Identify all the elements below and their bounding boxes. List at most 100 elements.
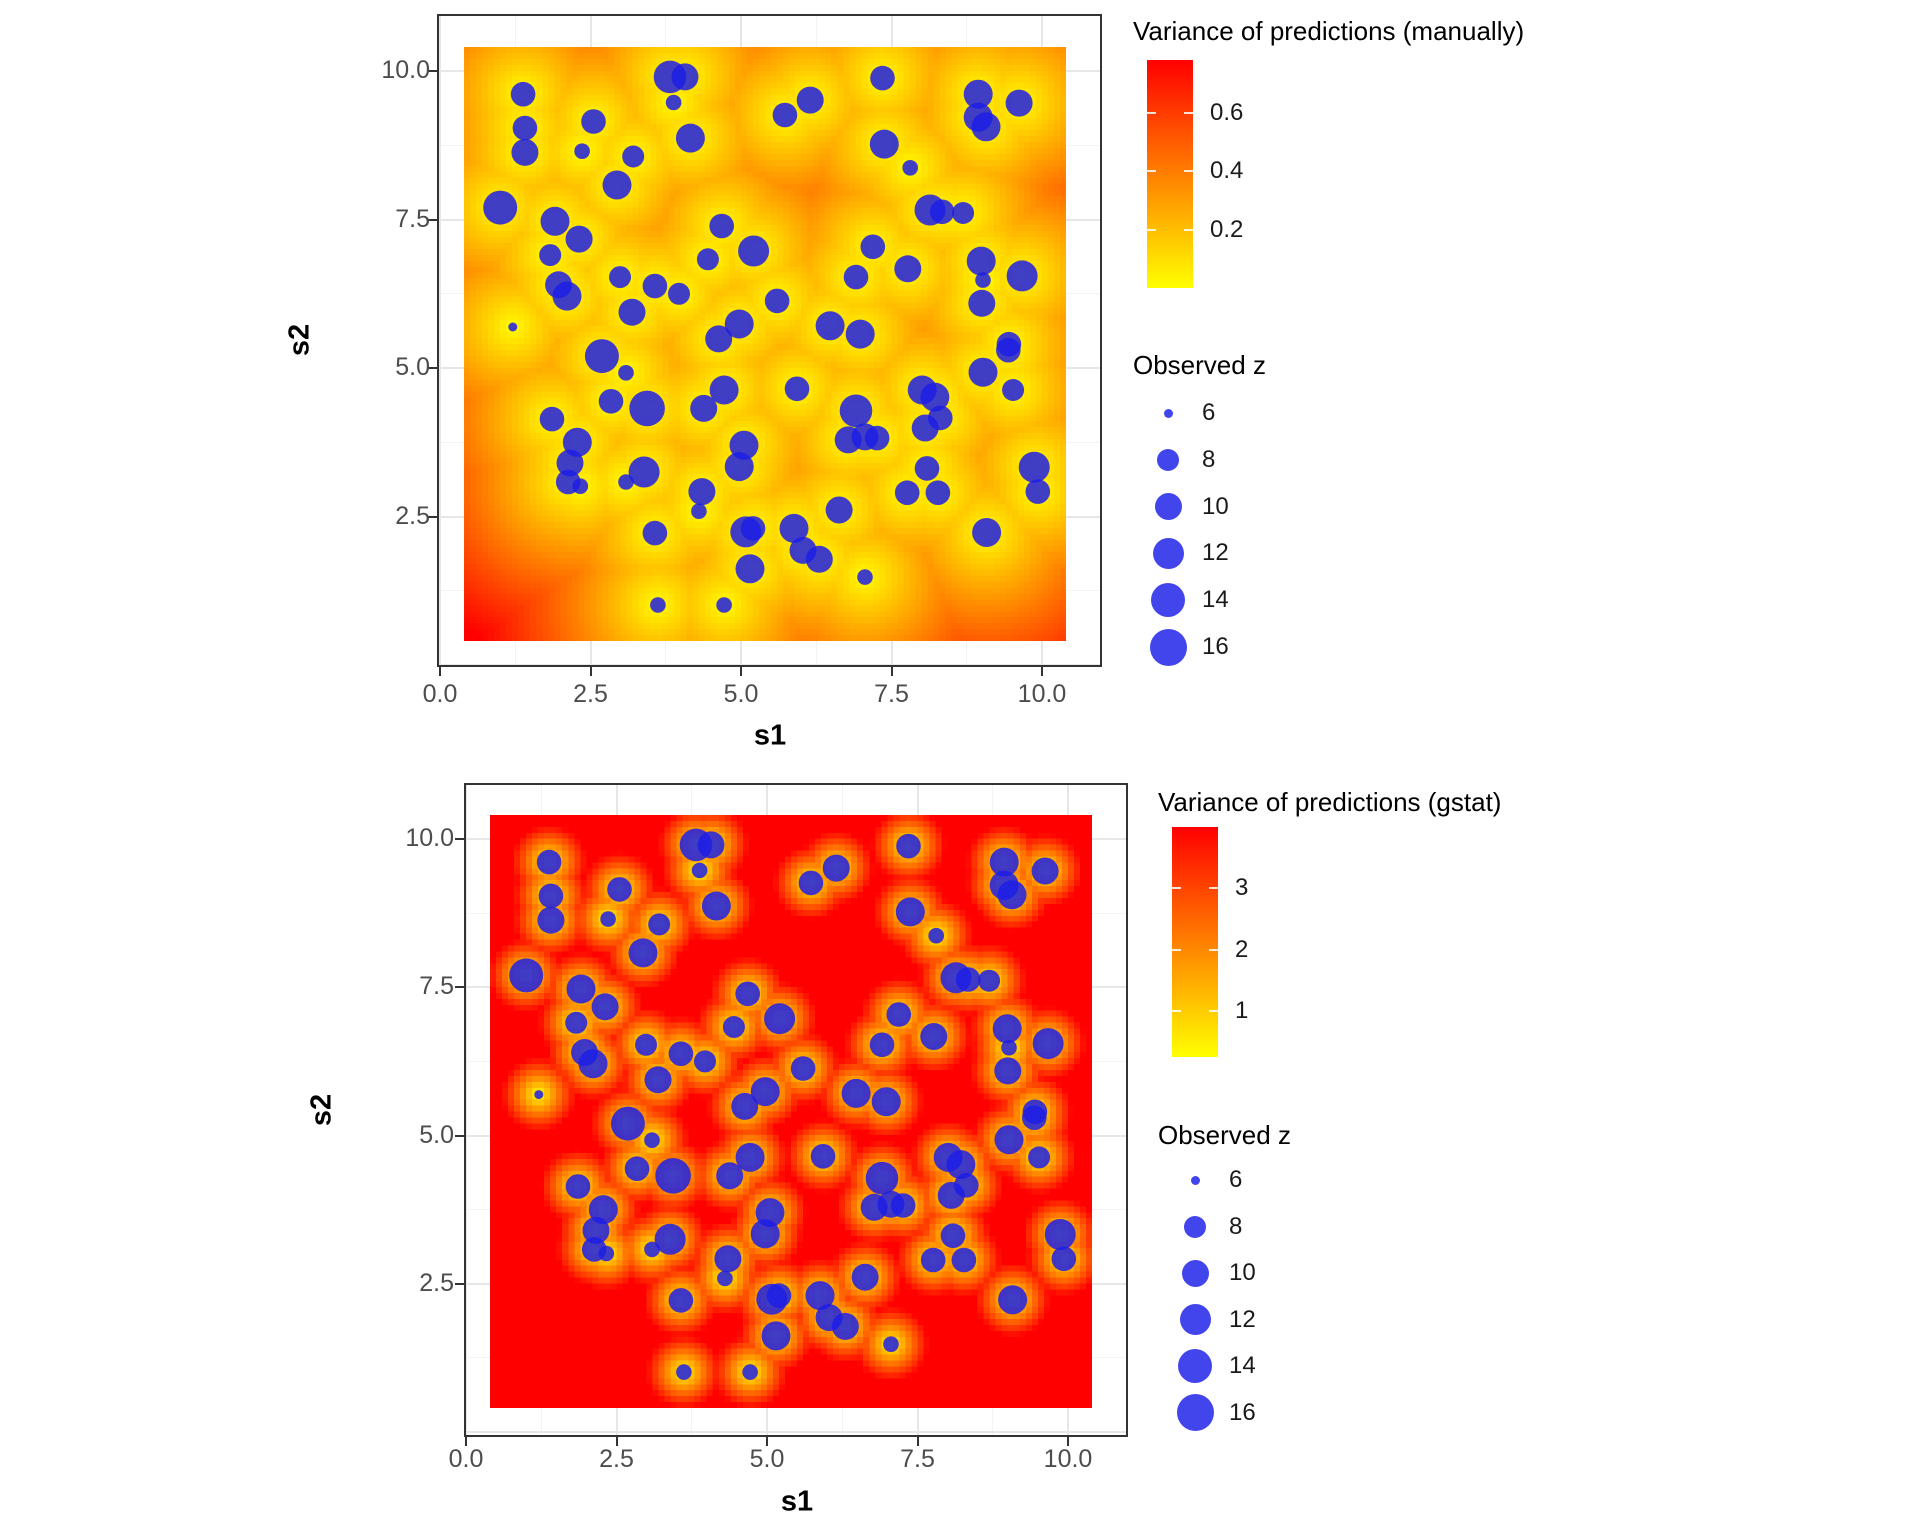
data-point xyxy=(694,1050,716,1073)
x-axis-tick-mark xyxy=(465,1437,467,1446)
colorbar-tick-mark xyxy=(1147,170,1156,173)
data-point xyxy=(1028,1146,1051,1169)
data-point xyxy=(822,854,850,882)
x-axis-tick-label: 2.5 xyxy=(599,1445,634,1473)
y-axis-tick-mark xyxy=(455,986,464,989)
y-axis-tick-label: 7.5 xyxy=(395,204,430,233)
data-point xyxy=(831,1312,859,1340)
data-point xyxy=(742,1364,758,1380)
x-axis-tick-label: 5.0 xyxy=(749,1445,785,1473)
data-point xyxy=(691,862,708,879)
data-point xyxy=(1025,479,1051,504)
data-point xyxy=(598,389,624,414)
data-point xyxy=(735,1142,765,1172)
data-point xyxy=(610,1106,645,1141)
data-point xyxy=(676,1364,692,1380)
data-point xyxy=(716,1162,744,1190)
colorbar-tick-mark xyxy=(1147,111,1156,114)
colorbar-tick-mark xyxy=(1172,948,1181,951)
colorbar-tick-mark xyxy=(1184,111,1193,114)
size-legend-point xyxy=(1178,1349,1212,1383)
colorbar-tick-label: 1 xyxy=(1235,997,1249,1024)
data-point xyxy=(764,1003,796,1035)
data-point xyxy=(618,298,646,326)
data-point xyxy=(952,202,975,224)
data-point xyxy=(940,1223,966,1248)
data-point xyxy=(724,452,754,482)
data-point xyxy=(839,394,873,428)
x-axis-tick-mark xyxy=(1041,667,1043,676)
colorbar-tick-mark xyxy=(1209,948,1218,951)
size-legend-label: 12 xyxy=(1229,1305,1256,1333)
data-point xyxy=(644,1132,660,1148)
data-point xyxy=(668,1041,694,1066)
data-point xyxy=(508,322,518,332)
data-point xyxy=(761,1321,791,1351)
data-point xyxy=(675,123,705,153)
data-point xyxy=(622,145,645,168)
data-point xyxy=(701,891,731,921)
size-legend-label: 14 xyxy=(1229,1352,1256,1379)
data-point xyxy=(937,1181,965,1209)
colorbar-tick-mark xyxy=(1184,170,1193,173)
x-axis-tick-label: 10.0 xyxy=(1043,1445,1093,1473)
x-axis-tick-mark xyxy=(589,667,592,676)
data-point xyxy=(688,478,716,506)
scatter-points-layer xyxy=(509,828,1077,1380)
grid-major-vertical xyxy=(465,783,467,1437)
data-point xyxy=(790,1056,816,1081)
data-point xyxy=(779,513,809,543)
data-point xyxy=(574,143,590,159)
data-point xyxy=(894,255,922,283)
data-point xyxy=(978,969,1001,992)
x-axis-tick-label: 5.0 xyxy=(723,680,759,708)
data-point xyxy=(671,63,699,91)
y-axis-tick-mark xyxy=(428,515,437,518)
x-axis-tick-mark xyxy=(890,667,893,676)
data-point xyxy=(538,883,564,909)
data-point xyxy=(512,115,538,141)
data-point xyxy=(740,516,766,541)
y-axis-tick-label: 7.5 xyxy=(419,972,454,1001)
data-point xyxy=(717,1270,733,1287)
data-point xyxy=(624,1156,650,1181)
data-point xyxy=(865,1161,899,1195)
x-axis-tick-mark xyxy=(766,1437,768,1446)
size-legend-point xyxy=(1157,448,1179,471)
data-point xyxy=(772,102,798,128)
x-axis-tick-mark xyxy=(615,1437,618,1446)
x-axis-tick-label: 7.5 xyxy=(874,680,909,708)
data-point xyxy=(1022,1105,1047,1130)
data-point xyxy=(650,597,666,613)
data-point xyxy=(655,1158,691,1194)
data-point xyxy=(784,376,810,402)
data-point xyxy=(665,94,682,111)
x-axis-tick-label: 10.0 xyxy=(1017,680,1067,708)
data-point xyxy=(796,86,824,114)
data-point xyxy=(766,1283,792,1308)
size-legend-label: 16 xyxy=(1202,633,1229,660)
data-point xyxy=(618,474,634,490)
x-axis-tick-mark xyxy=(1067,1437,1069,1446)
data-point xyxy=(966,246,996,276)
data-point xyxy=(883,1336,899,1352)
data-point xyxy=(845,319,875,349)
data-point xyxy=(920,1023,948,1050)
data-point xyxy=(996,337,1021,363)
y-axis-tick-label: 2.5 xyxy=(419,1268,454,1297)
data-point xyxy=(697,831,725,859)
data-point xyxy=(644,1241,660,1258)
data-point xyxy=(992,1014,1022,1044)
colorbar-tick-mark xyxy=(1147,228,1156,231)
size-legend-label: 8 xyxy=(1202,445,1216,473)
data-point xyxy=(709,213,734,239)
data-point xyxy=(911,414,939,442)
data-point xyxy=(629,390,665,427)
data-point xyxy=(598,1245,615,1262)
data-point xyxy=(841,1078,871,1108)
data-point xyxy=(591,993,619,1021)
size-legend-label: 6 xyxy=(1202,399,1216,426)
data-point xyxy=(798,870,824,896)
data-point xyxy=(584,339,619,374)
